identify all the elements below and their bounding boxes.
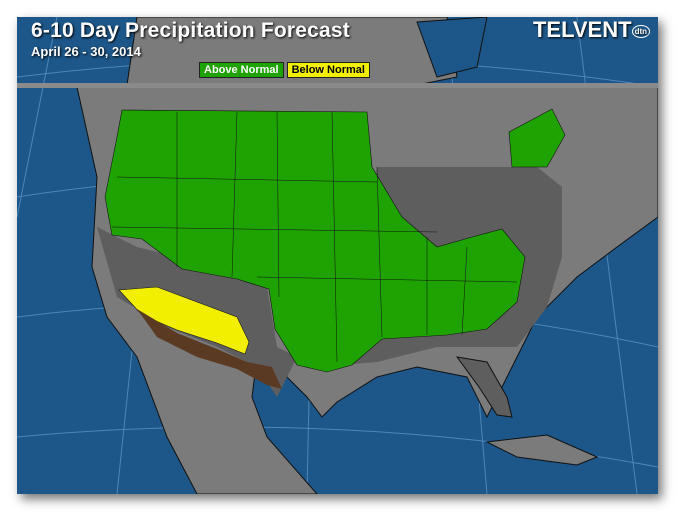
logo-badge: dtn — [631, 24, 650, 38]
above-normal-zone-ne — [508, 108, 566, 168]
legend-below-normal: Below Normal — [286, 62, 370, 78]
logo-text: TELVENT — [532, 17, 632, 42]
forecast-map-frame: 6-10 Day Precipitation Forecast April 26… — [17, 17, 658, 494]
state-borders — [111, 111, 518, 363]
above-normal-zone — [104, 109, 526, 373]
cuba — [485, 434, 599, 466]
page-title: 6-10 Day Precipitation Forecast — [31, 19, 350, 42]
map-canvas — [17, 17, 658, 494]
telvent-logo: TELVENT dtn — [533, 17, 650, 43]
divider-bar — [17, 83, 658, 88]
legend-above-normal: Above Normal — [199, 62, 284, 78]
lake-hudson-bay — [416, 17, 488, 78]
date-range: April 26 - 30, 2014 — [31, 44, 141, 59]
legend: Above Normal Below Normal — [199, 62, 370, 78]
florida — [455, 356, 513, 418]
border-zone — [137, 309, 282, 389]
